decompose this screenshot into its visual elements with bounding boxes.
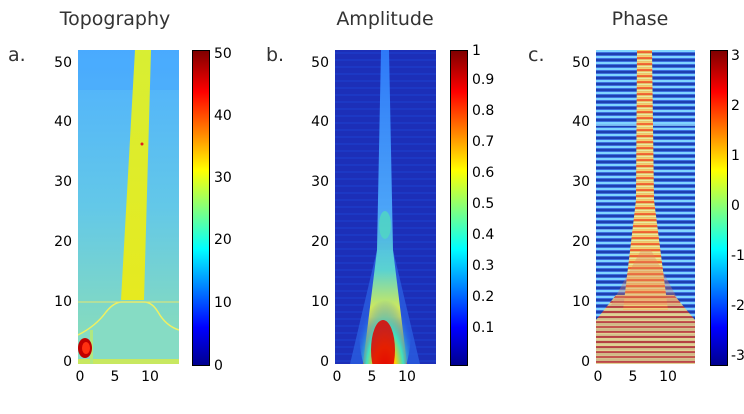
x-tick: 10 [398,369,416,385]
x-tick: 5 [628,369,638,385]
x-tick: 0 [332,369,342,385]
colorbar-tick: 30 [214,170,232,186]
colorbar-tick: 0.6 [472,165,495,181]
colorbar-tick: 1 [472,43,481,59]
colorbar-tick: 0.9 [472,72,495,88]
y-tick: 30 [311,174,329,190]
panel-letter: a. [8,44,26,66]
colorbar [192,50,210,366]
x-tick: 10 [659,369,677,385]
y-tick: 50 [572,55,590,71]
colorbar-tick: 10 [214,295,232,311]
x-tick: 5 [367,369,377,385]
colorbar-tick: 1 [731,148,740,164]
topography-image [78,50,179,364]
y-tick: 40 [311,114,329,130]
colorbar-tick: 20 [214,232,232,248]
y-tick: 10 [54,294,72,310]
colorbar-tick: 0.2 [472,289,495,305]
colorbar-tick: -2 [731,298,744,314]
panel-title: Topography [59,8,171,30]
y-tick: 50 [311,55,329,71]
y-tick: 10 [311,294,329,310]
colorbar-tick: 50 [214,46,232,62]
colorbar-tick: 2 [731,98,740,114]
colorbar-tick: 0.3 [472,258,495,274]
colorbar-tick: 0 [214,358,223,374]
y-tick: 20 [572,234,590,250]
y-tick: 40 [572,114,590,130]
phase-image [596,50,695,364]
colorbar-tick: -1 [731,248,744,264]
x-tick: 10 [141,369,159,385]
panel-title: Phase [611,8,669,30]
colorbar-tick: 0.7 [472,134,495,150]
colorbar-tick: 40 [214,108,232,124]
colorbar-tick: -3 [731,348,744,364]
y-tick: 50 [54,55,72,71]
colorbar-tick: 0 [731,198,740,214]
y-tick: 30 [572,174,590,190]
colorbar-tick: 0.8 [472,103,495,119]
colorbar-tick: 0.5 [472,196,495,212]
colorbar [450,50,468,366]
colorbar-tick: 0.4 [472,227,495,243]
colorbar-tick: 0.1 [472,320,495,336]
y-tick: 40 [54,114,72,130]
y-tick: 30 [54,174,72,190]
y-tick: 20 [54,234,72,250]
y-tick: 20 [311,234,329,250]
colorbar [710,50,728,366]
panel-title: Amplitude [336,8,434,30]
x-tick: 0 [593,369,603,385]
y-tick: 0 [581,354,590,370]
amplitude-image [335,50,436,364]
x-tick: 0 [75,369,85,385]
y-tick: 10 [572,294,590,310]
panel-letter: c. [528,44,545,66]
panel-letter: b. [266,44,285,66]
y-tick: 0 [63,354,72,370]
y-tick: 0 [320,354,329,370]
colorbar-tick: 3 [731,48,740,64]
x-tick: 5 [110,369,120,385]
